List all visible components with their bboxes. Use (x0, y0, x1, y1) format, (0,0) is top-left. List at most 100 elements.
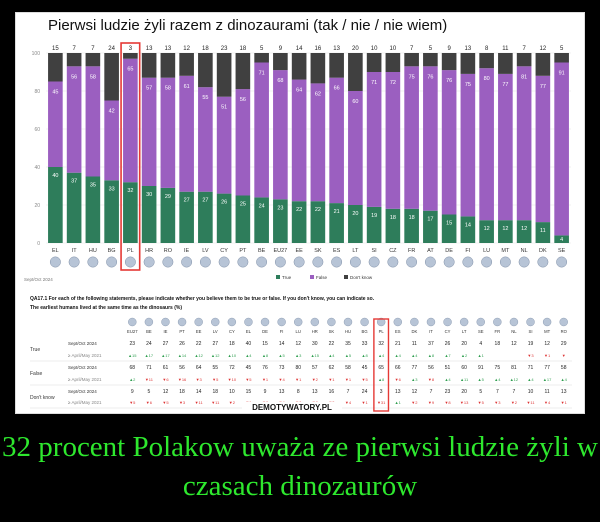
table-cell: 4 (479, 341, 482, 347)
flag-icon (537, 256, 549, 268)
flag-icon (211, 317, 220, 327)
flag-icon (87, 256, 99, 268)
true-value-label: 27 (202, 198, 208, 204)
true-value-label: 25 (240, 202, 246, 208)
table-column-label: LT (462, 329, 467, 334)
table-row-period: Sept/Oct 2024 (68, 389, 97, 394)
table-column-label: IT (429, 329, 433, 334)
dont-know-value-label: 5 (429, 46, 433, 52)
table-cell: 77 (412, 365, 418, 371)
table-cell: 77 (544, 365, 550, 371)
table-cell: 5 (147, 389, 150, 395)
dont-know-value-label: 7 (522, 46, 526, 52)
table-cell: 21 (395, 341, 401, 347)
bar-dont-know (423, 53, 438, 67)
table-cell: ▼4 (544, 400, 551, 405)
false-value-label: 68 (277, 78, 283, 84)
table-cell: 12 (163, 389, 169, 395)
table-cell: 62 (329, 365, 335, 371)
table-cell: ▲5 (478, 377, 485, 382)
bar-dont-know (554, 53, 569, 63)
table-cell: 64 (196, 365, 202, 371)
category-label: PT (239, 248, 247, 254)
table-cell: ▲12 (211, 353, 220, 358)
table-cell: ▼31 (377, 400, 386, 405)
table-cell: 23 (445, 389, 451, 395)
flag-icon (443, 256, 455, 268)
table-cell: ▲1 (395, 400, 402, 405)
category-label: SI (372, 248, 378, 254)
category-label: RO (164, 248, 173, 254)
table-cell: 23 (130, 341, 136, 347)
category-label: IE (184, 248, 190, 254)
table-cell: 14 (279, 341, 285, 347)
category-label: CY (220, 248, 228, 254)
table-cell: ▲4 (328, 353, 335, 358)
table-cell: ▼5 (245, 377, 252, 382)
table-cell: ▲3 (411, 377, 418, 382)
table-column-label: CY (229, 329, 235, 334)
table-cell: ▲15 (311, 353, 320, 358)
flag-icon (462, 256, 474, 268)
table-cell: 27 (212, 341, 218, 347)
table-cell: 18 (179, 389, 185, 395)
watermark-bg (242, 402, 342, 413)
true-value-label: 18 (409, 215, 415, 221)
bar-true (198, 191, 213, 243)
table-cell: 20 (461, 389, 467, 395)
false-value-label: 60 (352, 99, 358, 105)
table-cell: ▲5 (279, 353, 286, 358)
table-cell: 9 (131, 389, 134, 395)
table-column-label: SE (478, 329, 484, 334)
table-cell: ▲8 (262, 353, 269, 358)
table-column-label: CY (445, 329, 451, 334)
legend-label: False (316, 275, 328, 280)
dont-know-value-label: 3 (129, 46, 133, 52)
table-cell: ▲17 (161, 353, 170, 358)
table-row-group: Don't know (30, 395, 55, 401)
table-cell: 8 (297, 389, 300, 395)
table-cell: ▼6 (146, 400, 153, 405)
table-cell: ▼6 (395, 377, 402, 382)
table-cell: ▲8 (361, 353, 368, 358)
true-value-label: 40 (52, 173, 58, 179)
false-value-label: 56 (240, 97, 246, 103)
dont-know-value-label: 24 (108, 46, 115, 52)
bar-false (310, 83, 326, 202)
bar-true (366, 206, 382, 243)
table-cell: 29 (561, 341, 567, 347)
table-cell: ▲4 (411, 353, 418, 358)
table-column-label: SI (529, 329, 533, 334)
flag-icon (518, 256, 530, 268)
flag-icon (277, 317, 286, 327)
category-label: EE (295, 248, 303, 254)
true-value-label: 30 (146, 192, 152, 198)
table-column-label: BE (146, 329, 152, 334)
dont-know-value-label: 12 (183, 46, 190, 52)
bar-false (104, 100, 119, 181)
legend-label: Don't know (350, 275, 373, 280)
table-cell: ▲15 (128, 353, 137, 358)
flag-icon (331, 256, 343, 268)
source-label: Sept/Oct 2024 (24, 277, 53, 282)
false-value-label: 77 (540, 84, 546, 90)
bar-false (479, 68, 494, 221)
table-cell: ▲2 (461, 353, 468, 358)
true-value-label: 26 (221, 200, 227, 206)
table-cell: ▲17 (145, 353, 154, 358)
flag-icon (556, 256, 568, 268)
bar-true (404, 208, 419, 243)
table-cell: ▲14 (178, 353, 187, 358)
table-cell: ▼1 (328, 377, 335, 382)
table-cell: ▲2 (129, 377, 136, 382)
table-cell: 45 (362, 365, 368, 371)
table-cell: 18 (229, 341, 235, 347)
table-cell: ▲12 (510, 377, 519, 382)
table-column-label: LV (213, 329, 218, 334)
table-cell: ▲11 (460, 377, 469, 382)
flag-icon (227, 317, 237, 327)
category-label: HR (145, 248, 153, 254)
true-value-label: 33 (109, 186, 115, 192)
flag-icon (459, 317, 469, 327)
table-cell: ▼3 (179, 400, 186, 405)
